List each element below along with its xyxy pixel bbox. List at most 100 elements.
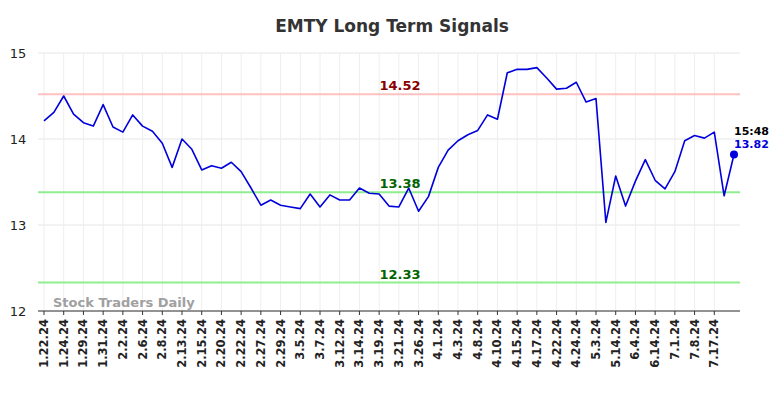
x-tick bbox=[418, 311, 419, 315]
x-tick bbox=[142, 311, 143, 315]
grid-line bbox=[201, 53, 202, 311]
x-tick bbox=[398, 311, 399, 315]
grid-line bbox=[280, 53, 281, 311]
y-tick-label: 12 bbox=[10, 304, 27, 319]
grid-line bbox=[122, 53, 123, 311]
signal-label: 13.38 bbox=[379, 176, 420, 191]
x-tick-label: 2.29.24 bbox=[274, 319, 288, 368]
grid-line bbox=[556, 53, 557, 311]
grid-line bbox=[300, 53, 301, 311]
x-tick bbox=[536, 311, 537, 315]
x-axis bbox=[38, 311, 740, 312]
x-tick bbox=[596, 311, 597, 315]
grid-line bbox=[38, 311, 740, 312]
x-tick-label: 1.29.24 bbox=[76, 319, 90, 368]
grid-line bbox=[63, 53, 64, 311]
x-tick-label: 1.24.24 bbox=[57, 319, 71, 368]
chart: EMTY Long Term Signals121314151.22.241.2… bbox=[0, 0, 784, 398]
last-value-label: 13.82 bbox=[734, 138, 769, 151]
x-tick-label: 4.1.24 bbox=[431, 319, 445, 360]
x-tick bbox=[635, 311, 636, 315]
x-tick-label: 4.22.24 bbox=[550, 319, 564, 368]
grid-line bbox=[162, 53, 163, 311]
y-tick-label: 14 bbox=[10, 132, 27, 147]
x-tick-label: 3.12.24 bbox=[333, 319, 347, 368]
x-tick-label: 3.26.24 bbox=[412, 319, 426, 368]
x-tick bbox=[300, 311, 301, 315]
x-tick bbox=[694, 311, 695, 315]
grid-line bbox=[596, 53, 597, 311]
x-tick bbox=[674, 311, 675, 315]
x-tick bbox=[576, 311, 577, 315]
x-tick bbox=[477, 311, 478, 315]
x-tick-label: 1.31.24 bbox=[96, 319, 110, 368]
x-tick-label: 2.15.24 bbox=[195, 319, 209, 368]
x-tick bbox=[122, 311, 123, 315]
signal-line bbox=[38, 191, 740, 193]
x-tick bbox=[615, 311, 616, 315]
x-tick bbox=[359, 311, 360, 315]
watermark: Stock Traders Daily bbox=[53, 295, 195, 310]
price-line bbox=[44, 68, 734, 223]
signal-line bbox=[38, 282, 740, 284]
x-tick-label: 2.8.24 bbox=[155, 319, 169, 360]
grid-line bbox=[497, 53, 498, 311]
x-tick-label: 4.17.24 bbox=[530, 319, 544, 368]
grid-line bbox=[655, 53, 656, 311]
grid-line bbox=[38, 53, 740, 54]
x-tick bbox=[458, 311, 459, 315]
x-tick bbox=[201, 311, 202, 315]
x-tick-label: 3.7.24 bbox=[313, 319, 327, 360]
grid-line bbox=[674, 53, 675, 311]
grid-line bbox=[221, 53, 222, 311]
x-tick-label: 3.21.24 bbox=[392, 319, 406, 368]
grid-line bbox=[339, 53, 340, 311]
x-tick bbox=[221, 311, 222, 315]
grid-line bbox=[438, 53, 439, 311]
x-tick-label: 2.27.24 bbox=[254, 319, 268, 368]
grid-line bbox=[241, 53, 242, 311]
x-tick-label: 2.22.24 bbox=[234, 319, 248, 368]
grid-line bbox=[103, 53, 104, 311]
x-tick bbox=[339, 311, 340, 315]
plot-area bbox=[38, 68, 740, 283]
x-tick bbox=[320, 311, 321, 315]
grid-line bbox=[182, 53, 183, 311]
last-point bbox=[730, 150, 738, 158]
x-tick-label: 7.8.24 bbox=[688, 319, 702, 360]
grid-line bbox=[359, 53, 360, 311]
x-tick bbox=[280, 311, 281, 315]
x-tick-label: 4.8.24 bbox=[471, 319, 485, 360]
background bbox=[0, 0, 784, 398]
x-tick-label: 6.4.24 bbox=[628, 319, 642, 360]
x-tick-label: 7.1.24 bbox=[668, 319, 682, 360]
x-tick-label: 2.20.24 bbox=[214, 319, 228, 368]
x-tick-label: 4.3.24 bbox=[451, 319, 465, 360]
x-tick-label: 5.14.24 bbox=[609, 319, 623, 368]
grid-line bbox=[517, 53, 518, 311]
grid-line bbox=[260, 53, 261, 311]
grid-line bbox=[320, 53, 321, 311]
grid-line bbox=[477, 53, 478, 311]
signal-line bbox=[38, 93, 740, 95]
x-tick bbox=[44, 311, 45, 315]
x-tick bbox=[162, 311, 163, 315]
x-tick bbox=[556, 311, 557, 315]
x-tick-label: 2.13.24 bbox=[175, 319, 189, 368]
x-tick-label: 4.24.24 bbox=[569, 319, 583, 368]
grid-line bbox=[576, 53, 577, 311]
x-tick-label: 3.5.24 bbox=[293, 319, 307, 360]
x-tick bbox=[182, 311, 183, 315]
grid-line bbox=[458, 53, 459, 311]
x-tick bbox=[655, 311, 656, 315]
grid-line bbox=[615, 53, 616, 311]
y-tick-label: 13 bbox=[10, 218, 27, 233]
grid-line bbox=[694, 53, 695, 311]
x-tick-label: 3.14.24 bbox=[352, 319, 366, 368]
x-tick-label: 4.15.24 bbox=[510, 319, 524, 368]
grid-line bbox=[714, 53, 715, 311]
grid-line bbox=[536, 53, 537, 311]
x-tick-label: 2.2.24 bbox=[116, 319, 130, 360]
x-tick bbox=[103, 311, 104, 315]
x-tick-label: 5.3.24 bbox=[589, 319, 603, 360]
